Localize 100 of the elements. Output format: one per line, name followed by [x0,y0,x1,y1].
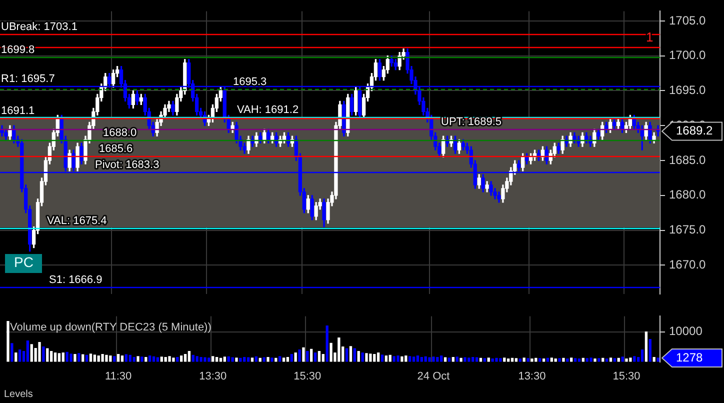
bar [223,356,226,362]
bar [392,356,396,362]
y-tick-label: 10000 [669,324,703,338]
bar [530,358,534,362]
bar [318,350,321,362]
ref-line-label: UPT: 1689.5 [441,116,502,128]
ref-line-label: Pivot: 1683.3 [95,159,160,172]
text: Levels [4,388,33,400]
bar [598,358,600,362]
bar [160,356,163,362]
bar [262,357,266,362]
bar [62,352,64,362]
bar [483,358,486,362]
bar [408,356,412,362]
bar [460,358,462,362]
ref-line-label: VAH: 1691.2 [237,104,299,116]
bar [278,356,282,362]
bar [89,354,92,362]
bar [54,352,57,362]
bar [373,354,376,362]
bar [290,354,293,362]
bar [38,342,41,362]
bar [298,349,301,362]
bar [404,355,408,362]
bar [200,356,202,362]
bar [196,356,198,362]
bar [6,320,10,362]
bar [66,352,68,362]
bar [499,358,502,362]
bar [14,352,18,362]
y-tick-label: 1680.0 [669,188,706,202]
bar [648,338,652,362]
bar [538,358,542,362]
ref-line-label: VAL: 1675.4 [47,215,107,228]
bar [640,349,644,362]
bar [644,331,648,362]
bar [140,356,144,362]
bar [212,356,214,362]
bar [235,358,238,362]
bar [345,348,348,362]
bar [101,354,104,362]
bar [330,342,332,362]
bar [42,346,45,362]
bar [116,354,120,362]
bar [93,354,96,362]
y-tick-label: 1695.0 [669,83,706,98]
bar [625,358,628,362]
bar [270,358,274,362]
text: 1278 [676,350,704,364]
bar [231,357,234,362]
bar [361,352,364,362]
bar [109,355,112,362]
bar [400,356,404,362]
bar [353,348,356,362]
bar [621,356,624,362]
bar [266,356,270,362]
bar [26,340,30,362]
bar [78,353,80,362]
bar [338,337,340,362]
bar [432,356,435,362]
bar [365,353,368,362]
bar [294,352,297,362]
bar [495,358,498,362]
bar [172,358,175,362]
text: 1689.2 [676,124,714,138]
bar [566,358,569,362]
bar [314,352,317,362]
y-tick-label: 1700.0 [669,48,706,62]
bar [376,352,380,362]
bar [148,355,152,362]
ref-line-label: UBreak: 1703.1 [1,21,78,34]
bar [590,358,592,362]
bar [30,344,33,362]
x-tick-label: 11:30 [104,370,132,382]
bar [369,354,372,362]
bar [113,356,116,362]
bar [594,358,596,362]
x-tick-label: 15:30 [294,370,322,382]
bar [349,346,352,362]
bar [491,358,494,362]
bar [412,356,416,362]
bar [586,358,588,362]
bar [416,355,420,362]
bar [188,350,191,362]
ref-line-label: 1688.0 [103,127,137,140]
bar [74,354,76,362]
bar [656,358,660,362]
y-tick-label: 1670.0 [669,258,706,272]
bar [629,358,632,362]
bar [380,354,384,362]
bar [396,355,400,362]
bar [468,358,470,362]
y-tick-label: 1705.0 [669,13,706,28]
bar [105,354,108,362]
ref-line-label: 1691.1 [1,105,35,118]
bar [464,357,466,362]
y-tick-label: 1685.0 [669,152,706,167]
bar [574,358,577,362]
bar [46,348,49,362]
bar [558,358,561,362]
